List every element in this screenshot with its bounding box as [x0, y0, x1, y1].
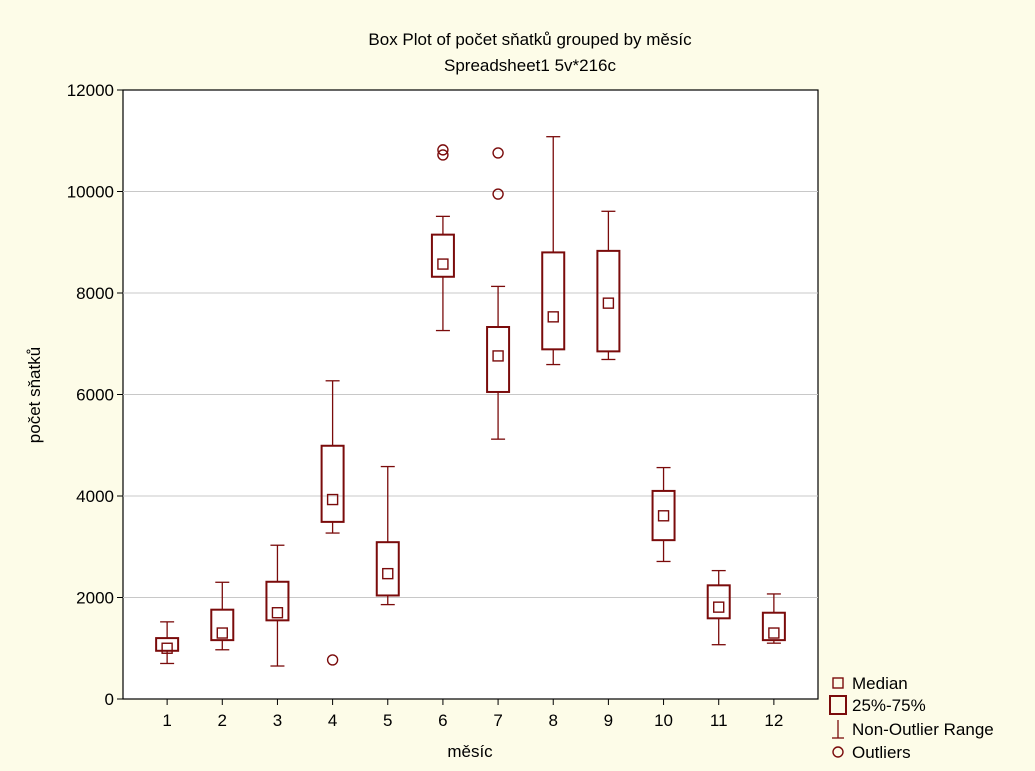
- legend-outlier-icon: [832, 746, 844, 758]
- legend-label-median: Median: [852, 674, 908, 693]
- iqr-box: [486, 326, 511, 393]
- box-9: [596, 210, 621, 361]
- x-tick-label: 11: [710, 711, 728, 730]
- legend-box-icon: [829, 695, 847, 715]
- legend: Median 25%-75% Non-Outlier Range Outliers: [829, 674, 994, 762]
- median-marker: [382, 567, 394, 580]
- outlier-point: [437, 149, 449, 161]
- legend-label-box: 25%-75%: [852, 696, 926, 715]
- x-tick-label: 10: [654, 711, 673, 730]
- median-marker: [768, 627, 780, 639]
- iqr-box: [265, 580, 290, 622]
- median-marker: [216, 627, 228, 639]
- x-tick-label: 8: [549, 711, 558, 730]
- x-tick-label: 4: [328, 711, 337, 730]
- outlier-point: [437, 144, 449, 156]
- iqr-box: [651, 489, 676, 542]
- iqr-box: [596, 249, 621, 353]
- iqr-box: [375, 541, 400, 597]
- chart-subtitle: Spreadsheet1 5v*216c: [444, 56, 617, 75]
- box-3: [265, 544, 290, 667]
- box-7: [486, 147, 511, 440]
- chart-title: Box Plot of počet sňatků grouped by měsí…: [368, 30, 692, 49]
- median-marker: [161, 642, 173, 654]
- legend-median-icon: [832, 677, 844, 689]
- y-tick-label: 6000: [76, 386, 114, 405]
- x-tick-label: 9: [604, 711, 613, 730]
- legend-label-range: Non-Outlier Range: [852, 720, 994, 739]
- box-5: [375, 465, 400, 606]
- x-tick-label: 5: [383, 711, 392, 730]
- gridlines: [123, 191, 818, 598]
- box-12: [761, 593, 786, 644]
- median-marker: [657, 510, 670, 522]
- box-4: [320, 380, 345, 666]
- median-marker: [326, 493, 339, 506]
- y-tick-label: 0: [105, 690, 114, 709]
- iqr-box: [210, 608, 235, 642]
- box-2: [210, 581, 235, 651]
- outlier-point: [326, 654, 339, 666]
- iqr-box: [706, 584, 731, 620]
- box-series: [155, 136, 786, 667]
- y-tick-label: 10000: [67, 183, 114, 202]
- y-axis-ticks: 0 2000 4000 6000 8000 10000 12000: [67, 81, 123, 709]
- x-axis-label: měsíc: [447, 742, 493, 761]
- box-1: [155, 621, 180, 665]
- x-tick-label: 1: [162, 711, 171, 730]
- x-tick-label: 2: [218, 711, 227, 730]
- median-marker: [547, 311, 559, 323]
- y-tick-label: 2000: [76, 589, 114, 608]
- median-marker: [602, 297, 615, 309]
- median-marker: [492, 350, 504, 362]
- box-6: [430, 144, 455, 332]
- box-8: [541, 136, 566, 366]
- median-marker: [271, 607, 284, 619]
- box-11: [706, 569, 731, 646]
- median-marker: [437, 258, 449, 270]
- x-tick-label: 7: [493, 711, 502, 730]
- iqr-box: [430, 233, 455, 278]
- y-tick-label: 4000: [76, 487, 114, 506]
- box-10: [651, 466, 676, 563]
- iqr-box: [155, 637, 180, 652]
- x-tick-label: 3: [273, 711, 282, 730]
- legend-label-outlier: Outliers: [852, 743, 911, 762]
- y-tick-label: 8000: [76, 284, 114, 303]
- x-axis-ticks: 1 2 3 4 5 6 7 8 9 10 11 12: [162, 699, 783, 730]
- outlier-point: [492, 147, 504, 159]
- iqr-box: [761, 611, 786, 642]
- median-marker: [713, 601, 725, 613]
- outlier-point: [492, 188, 504, 200]
- y-axis-label: počet sňatků: [25, 347, 44, 443]
- iqr-box: [541, 251, 566, 351]
- x-tick-label: 6: [438, 711, 447, 730]
- iqr-box: [320, 444, 345, 523]
- x-tick-label: 12: [764, 711, 783, 730]
- y-tick-label: 12000: [67, 81, 114, 100]
